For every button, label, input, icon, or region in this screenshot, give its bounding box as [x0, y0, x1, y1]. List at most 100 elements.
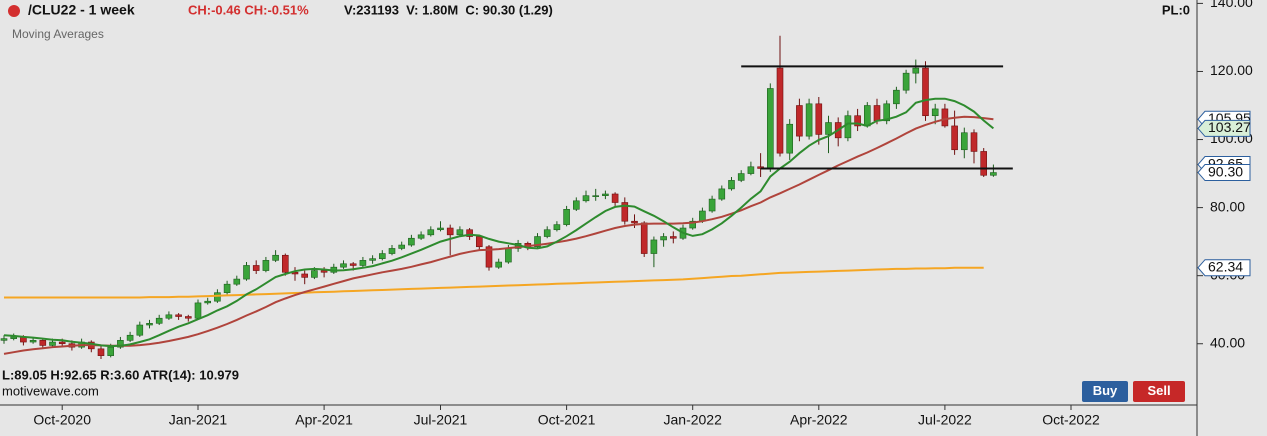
candle-body [175, 314, 182, 317]
chart-subtitle: Moving Averages [12, 27, 104, 41]
candle-body [563, 209, 570, 225]
candle-body [185, 316, 192, 319]
candle-body [252, 265, 260, 271]
plot-area [0, 35, 1013, 360]
candle-body [437, 227, 444, 231]
chart-title: /CLU22 - 1 week [28, 2, 135, 18]
candle-body [291, 271, 299, 275]
candle-body [873, 105, 881, 122]
y-tick-label: 40.00 [1210, 334, 1245, 350]
candle-body [650, 239, 658, 254]
y-tick-label: 140.00 [1210, 0, 1253, 10]
candle-body [815, 103, 823, 135]
candle-body [466, 229, 473, 237]
x-tick-label: Apr-2022 [790, 412, 848, 428]
buy-button[interactable] [1082, 381, 1128, 402]
candle-body [97, 348, 105, 356]
candle-body [107, 346, 114, 356]
x-tick-label: Jan-2021 [169, 412, 228, 428]
moving-average-line [3, 115, 994, 355]
moving-average-line [3, 97, 995, 348]
candle-body [660, 236, 667, 241]
candle-body [631, 220, 638, 224]
candle-body [243, 265, 250, 280]
candle-body [427, 229, 435, 236]
candle-body [776, 67, 784, 154]
y-tick-label: 80.00 [1210, 198, 1245, 214]
sell-label[interactable]: Sell [1147, 383, 1170, 398]
candle-body [475, 236, 483, 248]
candle-body [747, 166, 755, 174]
candle-body [951, 125, 958, 151]
candle-body [728, 180, 735, 190]
candle-body [117, 340, 124, 348]
candle-body [281, 254, 289, 273]
candle-body [378, 253, 386, 259]
candle-body [902, 72, 910, 91]
candle-body [49, 341, 56, 346]
candle-body [766, 88, 774, 169]
price-marker-box [1197, 259, 1251, 277]
candle-body [408, 237, 415, 246]
x-tick-label: Oct-2021 [538, 412, 596, 428]
price-marker-label: 62.34 [1208, 258, 1243, 274]
candle-body [485, 246, 493, 268]
candle-body [786, 123, 794, 154]
candle-body [534, 236, 541, 248]
moving-average-line [4, 266, 984, 299]
sell-button[interactable] [1133, 381, 1185, 402]
candle-body [844, 115, 852, 139]
candle-body [689, 220, 697, 229]
candle-body [805, 103, 813, 137]
candle-body [214, 292, 221, 302]
x-tick-label: Jul-2022 [918, 412, 972, 428]
candle-body [369, 258, 376, 261]
candle-body [155, 317, 163, 324]
candle-body [495, 261, 503, 268]
candle-body [854, 115, 861, 127]
candle-body [582, 195, 590, 202]
candle-body [0, 338, 8, 341]
candle-body [553, 224, 561, 231]
candle-body [194, 302, 202, 319]
candle-body [398, 244, 406, 249]
candle-body [311, 270, 318, 278]
x-tick-label: Oct-2020 [33, 412, 91, 428]
price-marker-box [1197, 164, 1251, 182]
candle-body [272, 254, 279, 261]
candle-body [359, 260, 367, 266]
candle-body [446, 227, 454, 236]
candle-body [340, 263, 347, 268]
candle-body [572, 200, 580, 210]
candle-body [737, 173, 745, 181]
ohlc-info: L:89.05 H:92.65 R:3.60 ATR(14): 10.979 [2, 367, 239, 382]
candle-body [708, 198, 716, 212]
candle-body [10, 336, 17, 339]
candle-body [602, 193, 609, 196]
price-marker-label: 90.30 [1208, 163, 1243, 179]
x-tick-label: Apr-2021 [295, 412, 353, 428]
price-marker-box [1197, 119, 1251, 137]
price-marker-label: 103.27 [1208, 119, 1251, 135]
candle-body [922, 67, 929, 117]
candle-body [980, 151, 988, 176]
candle-body [592, 195, 600, 197]
candle-body [204, 300, 211, 304]
candle-body [136, 324, 144, 336]
candle-body [58, 341, 66, 345]
candle-body [699, 210, 706, 222]
buy-label[interactable]: Buy [1093, 383, 1118, 398]
candle-body [621, 202, 629, 222]
candle-body [893, 89, 900, 105]
volume-info: V:231193 V: 1.80M C: 90.30 (1.29) [344, 2, 553, 17]
candle-body [796, 105, 803, 137]
y-tick-label: 120.00 [1210, 62, 1253, 78]
change-info: CH:-0.46 CH:-0.51% [188, 2, 309, 17]
candle-body [233, 278, 241, 285]
candle-body [262, 260, 270, 271]
candle-body [349, 263, 357, 266]
watermark: motivewave.com [2, 383, 99, 398]
candle-body [941, 108, 949, 127]
candle-body [543, 229, 551, 237]
